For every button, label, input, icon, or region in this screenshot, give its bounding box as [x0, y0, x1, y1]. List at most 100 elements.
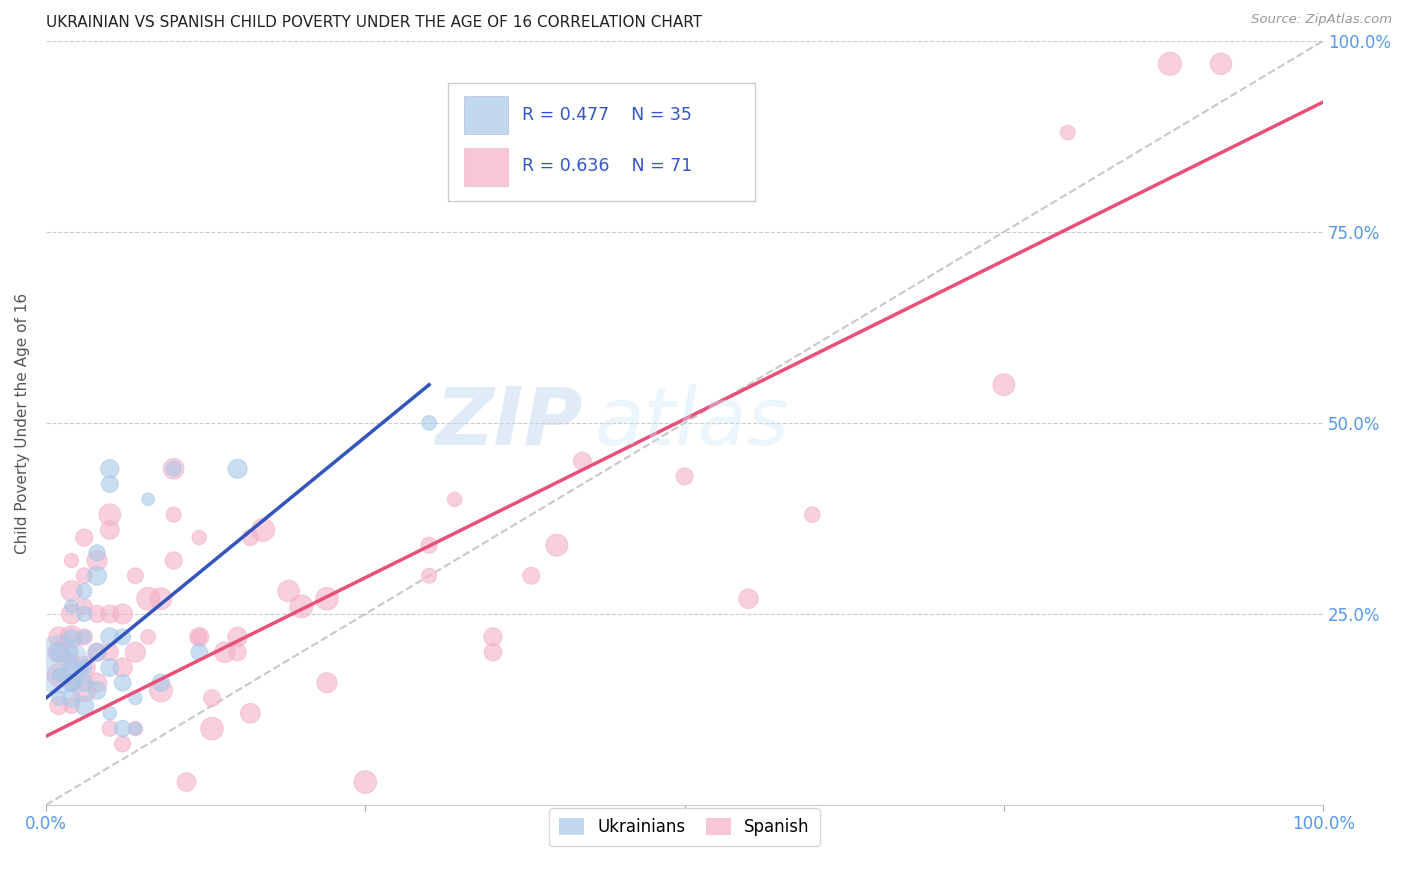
Point	[418, 568, 440, 582]
Point	[239, 706, 262, 721]
Point	[443, 492, 465, 507]
Point	[73, 630, 96, 644]
Point	[73, 660, 96, 674]
Point	[60, 675, 83, 690]
Point	[73, 607, 96, 621]
Point	[86, 553, 108, 567]
Point	[86, 645, 108, 659]
Point	[354, 775, 377, 789]
Point	[60, 660, 83, 674]
Point	[737, 591, 759, 606]
Point	[149, 675, 172, 690]
Point	[418, 538, 440, 552]
Point	[124, 722, 146, 736]
Point	[60, 675, 83, 690]
Point	[86, 683, 108, 698]
Point	[201, 691, 224, 706]
Point	[149, 683, 172, 698]
Point	[48, 668, 70, 682]
Point	[201, 722, 224, 736]
Point	[73, 675, 96, 690]
Point	[111, 630, 134, 644]
Point	[176, 775, 198, 789]
Point	[60, 607, 83, 621]
Point	[226, 630, 249, 644]
Point	[73, 584, 96, 599]
Point	[277, 584, 299, 599]
Point	[316, 675, 339, 690]
Point	[60, 645, 83, 659]
Point	[48, 698, 70, 713]
Point	[98, 607, 121, 621]
Point	[136, 492, 159, 507]
Point	[163, 462, 186, 476]
Point	[60, 599, 83, 614]
Point	[111, 607, 134, 621]
Point	[60, 630, 83, 644]
Point	[98, 660, 121, 674]
Point	[163, 553, 186, 567]
Point	[73, 568, 96, 582]
Point	[60, 553, 83, 567]
Text: R = 0.477    N = 35: R = 0.477 N = 35	[523, 106, 692, 124]
Point	[98, 645, 121, 659]
Point	[98, 706, 121, 721]
Text: UKRAINIAN VS SPANISH CHILD POVERTY UNDER THE AGE OF 16 CORRELATION CHART: UKRAINIAN VS SPANISH CHILD POVERTY UNDER…	[46, 15, 702, 30]
Point	[48, 645, 70, 659]
Point	[1056, 126, 1078, 140]
Point	[86, 645, 108, 659]
Point	[86, 675, 108, 690]
Text: R = 0.636    N = 71: R = 0.636 N = 71	[523, 157, 693, 175]
Point	[226, 462, 249, 476]
Point	[993, 377, 1015, 392]
Point	[48, 691, 70, 706]
Point	[482, 645, 505, 659]
Point	[111, 722, 134, 736]
Point	[163, 462, 186, 476]
Text: ZIP: ZIP	[434, 384, 582, 462]
Point	[124, 722, 146, 736]
Point	[290, 599, 312, 614]
Point	[149, 591, 172, 606]
Point	[73, 599, 96, 614]
Point	[188, 630, 211, 644]
Point	[226, 645, 249, 659]
Point	[86, 607, 108, 621]
Point	[86, 568, 108, 582]
Point	[214, 645, 236, 659]
Point	[188, 645, 211, 659]
Point	[418, 416, 440, 430]
Point	[673, 469, 696, 483]
Point	[546, 538, 568, 552]
Point	[482, 630, 505, 644]
Point	[48, 645, 70, 659]
Text: Source: ZipAtlas.com: Source: ZipAtlas.com	[1251, 13, 1392, 27]
Point	[124, 568, 146, 582]
Point	[98, 630, 121, 644]
Point	[124, 645, 146, 659]
Point	[98, 523, 121, 537]
Point	[252, 523, 274, 537]
Point	[111, 660, 134, 674]
Point	[60, 653, 83, 667]
Point	[48, 657, 70, 671]
Point	[48, 630, 70, 644]
Point	[188, 630, 211, 644]
Point	[86, 546, 108, 560]
Point	[111, 675, 134, 690]
Point	[571, 454, 593, 468]
Point	[124, 691, 146, 706]
Legend: Ukrainians, Spanish: Ukrainians, Spanish	[550, 808, 820, 847]
Point	[73, 698, 96, 713]
Point	[73, 660, 96, 674]
Point	[163, 508, 186, 522]
Point	[73, 531, 96, 545]
Point	[60, 584, 83, 599]
Point	[98, 508, 121, 522]
FancyBboxPatch shape	[464, 96, 509, 134]
Point	[1159, 57, 1181, 71]
Point	[60, 698, 83, 713]
Point	[98, 722, 121, 736]
Y-axis label: Child Poverty Under the Age of 16: Child Poverty Under the Age of 16	[15, 293, 30, 554]
Point	[1209, 57, 1232, 71]
